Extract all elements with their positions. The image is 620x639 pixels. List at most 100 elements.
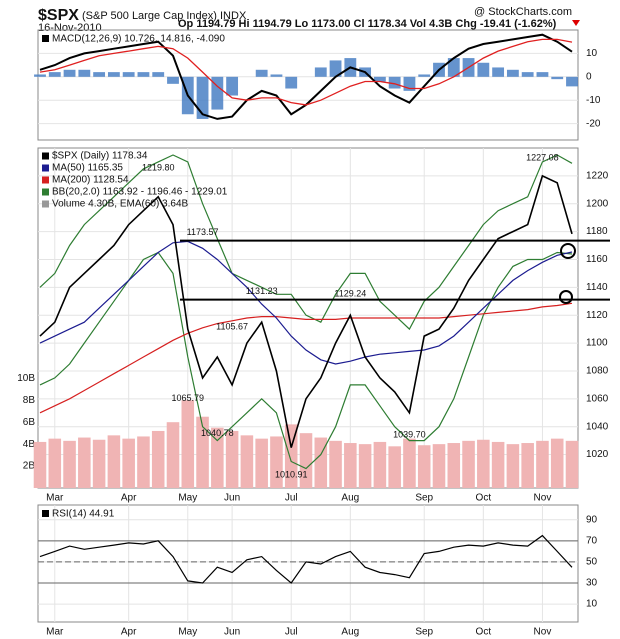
- y-tick-label: -20: [586, 118, 601, 129]
- volume-bar: [137, 436, 150, 488]
- macd-histogram-bar: [152, 72, 165, 77]
- macd-histogram-bar: [418, 74, 431, 77]
- volume-bar: [521, 443, 534, 488]
- macd-histogram-bar: [78, 69, 91, 77]
- macd-histogram-bar: [34, 74, 46, 77]
- macd-histogram-bar: [551, 76, 564, 80]
- x-tick-label: Jun: [224, 493, 240, 504]
- x-tick-label: Jul: [285, 627, 298, 638]
- y-tick-label: 1020: [586, 449, 609, 460]
- x-tick-label: Mar: [46, 627, 64, 638]
- volume-bar: [225, 430, 239, 488]
- y-tick-label: 1080: [586, 366, 609, 377]
- y-tick-label: 10: [586, 599, 598, 610]
- volume-bar: [48, 438, 62, 488]
- y-tick-label: 1120: [586, 310, 608, 321]
- macd-histogram-bar: [211, 76, 224, 110]
- volume-bar: [92, 439, 106, 488]
- macd-histogram-bar: [447, 58, 460, 77]
- highlight-circle: [559, 290, 573, 304]
- y-tick-label: 1140: [586, 282, 608, 293]
- volume-bar: [417, 445, 431, 488]
- macd-histogram-bar: [329, 60, 342, 77]
- y-tick-label: 50: [586, 557, 598, 568]
- legend-swatch: [42, 176, 49, 184]
- macd-histogram-bar: [403, 76, 416, 91]
- x-tick-label: Nov: [534, 493, 552, 504]
- index-name: (S&P 500 Large Cap Index) INDX: [82, 10, 247, 22]
- legend-swatch: [42, 188, 49, 196]
- macd-frame: [37, 29, 579, 141]
- volume-bar: [491, 441, 505, 488]
- macd-histogram-bar: [506, 69, 519, 77]
- volume-bar: [270, 436, 283, 488]
- volume-bar: [211, 427, 224, 488]
- macd-histogram-bar: [285, 76, 298, 89]
- x-tick-label: Oct: [476, 627, 492, 638]
- y2-tick-label: 4B: [23, 439, 36, 450]
- series-line: [39, 174, 573, 448]
- x-tick-label: May: [178, 627, 197, 638]
- macd-histogram-bar: [255, 69, 268, 77]
- volume-bar: [536, 440, 549, 488]
- x-tick-label: Jun: [224, 627, 240, 638]
- y-tick-label: 1220: [586, 171, 609, 182]
- volume-bar: [477, 439, 490, 488]
- price-annotation: 1010.91: [275, 470, 308, 480]
- price-annotation: 1065.79: [172, 393, 205, 403]
- series-line: [39, 154, 573, 331]
- volume-bar: [166, 422, 180, 488]
- macd-histogram-bar: [521, 72, 534, 77]
- macd-histogram-bar: [373, 76, 386, 82]
- y2-tick-label: 8B: [23, 395, 36, 406]
- rsi-frame: [37, 504, 579, 623]
- x-tick-label: Nov: [534, 627, 552, 638]
- macd-histogram-bar: [566, 76, 578, 87]
- x-tick-label: Sep: [415, 627, 433, 638]
- legend-swatch: [42, 200, 49, 208]
- highlight-circle: [560, 243, 576, 259]
- volume-bar: [63, 440, 76, 488]
- legend-swatch: [42, 152, 49, 160]
- price-annotation: 1219.80: [142, 163, 175, 173]
- legend-swatch: [42, 35, 49, 42]
- volume-bar: [122, 438, 135, 488]
- price-annotation: 1227.08: [526, 152, 559, 162]
- price-annotation: 1131.23: [246, 286, 278, 296]
- macd-histogram-bar: [48, 72, 61, 77]
- legend-entry: RSI(14) 44.91: [52, 509, 115, 520]
- volume-bar: [403, 438, 416, 488]
- volume-bar: [33, 441, 47, 488]
- y-tick-label: 1060: [586, 393, 609, 404]
- price-annotation: 1040.78: [201, 428, 234, 438]
- legend-entry: $SPX (Daily) 1178.34: [52, 151, 148, 162]
- y-tick-label: 10: [586, 48, 598, 59]
- date: 16-Nov-2010: [38, 22, 102, 34]
- price-annotation: 1039.70: [393, 429, 426, 439]
- series-line: [39, 302, 573, 414]
- macd-histogram-bar: [137, 72, 150, 77]
- legend-entry: MA(50) 1165.35: [52, 163, 123, 174]
- y2-tick-label: 10B: [17, 373, 35, 384]
- volume-bar: [462, 440, 475, 488]
- y-tick-label: 30: [586, 578, 598, 589]
- y-tick-label: 1160: [586, 254, 608, 265]
- volume-bar: [550, 438, 564, 488]
- series-line: [39, 38, 573, 106]
- y2-tick-label: 6B: [23, 417, 36, 428]
- volume-bar: [314, 437, 328, 488]
- x-tick-label: Aug: [341, 627, 359, 638]
- x-tick-label: Aug: [341, 493, 359, 504]
- symbol: $SPX: [38, 7, 79, 24]
- volume-bar: [358, 444, 372, 488]
- legend-entry: BB(20,2.0) 1163.92 - 1196.46 - 1229.01: [52, 187, 228, 198]
- macd-histogram-bar: [477, 62, 490, 77]
- y-tick-label: 90: [586, 514, 598, 525]
- y-tick-label: 1180: [586, 226, 608, 237]
- volume-bar: [240, 435, 254, 488]
- y-tick-label: 0: [586, 71, 592, 82]
- legend-entry: Volume 4.30B, EMA(60) 3.64B: [52, 199, 189, 210]
- volume-bar: [181, 400, 195, 488]
- x-tick-label: Mar: [46, 493, 64, 504]
- series-line: [39, 534, 573, 584]
